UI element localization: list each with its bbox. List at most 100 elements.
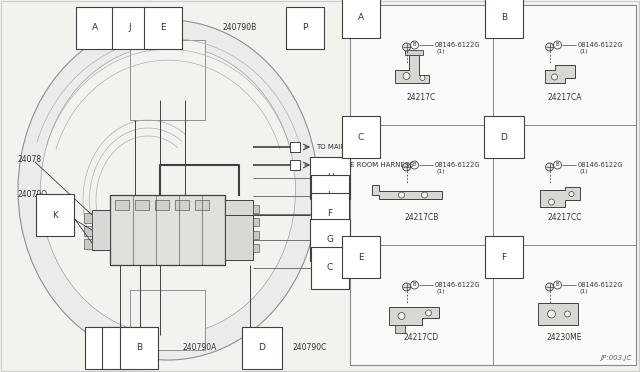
Text: (1): (1) xyxy=(436,289,445,295)
Bar xyxy=(110,195,225,265)
Polygon shape xyxy=(538,303,577,325)
Circle shape xyxy=(420,76,425,80)
Text: 240790A: 240790A xyxy=(183,343,217,353)
Bar xyxy=(253,231,259,239)
Text: N: N xyxy=(118,343,125,353)
Ellipse shape xyxy=(40,45,296,335)
Text: P: P xyxy=(302,23,308,32)
Bar xyxy=(84,239,92,249)
Text: (1): (1) xyxy=(436,170,445,174)
Polygon shape xyxy=(540,187,579,207)
Polygon shape xyxy=(394,325,404,333)
Text: 08146-6122G: 08146-6122G xyxy=(577,162,623,168)
Text: TO MAIN HARNESS: TO MAIN HARNESS xyxy=(316,144,381,150)
Polygon shape xyxy=(388,307,438,325)
Text: 08146-6122G: 08146-6122G xyxy=(577,42,623,48)
Text: 24078: 24078 xyxy=(18,155,42,164)
Text: 24217CA: 24217CA xyxy=(547,93,582,102)
Text: B: B xyxy=(413,42,416,48)
Circle shape xyxy=(410,41,419,49)
Text: 24217C: 24217C xyxy=(407,93,436,102)
Circle shape xyxy=(554,41,561,49)
Circle shape xyxy=(554,161,561,169)
Circle shape xyxy=(410,281,419,289)
Bar xyxy=(84,213,92,223)
FancyBboxPatch shape xyxy=(130,40,205,120)
Bar xyxy=(115,200,129,210)
Text: B: B xyxy=(413,282,416,288)
Text: F: F xyxy=(328,209,333,218)
Circle shape xyxy=(548,199,554,205)
Bar xyxy=(84,226,92,236)
Text: TO ENGINE ROOM HARNESS: TO ENGINE ROOM HARNESS xyxy=(316,162,413,168)
Circle shape xyxy=(399,192,404,198)
Circle shape xyxy=(545,43,554,51)
Text: G: G xyxy=(326,235,333,244)
Text: A: A xyxy=(358,13,364,22)
Text: J: J xyxy=(129,23,131,32)
Circle shape xyxy=(554,281,561,289)
Text: 24230ME: 24230ME xyxy=(547,333,582,341)
Text: B: B xyxy=(556,42,559,48)
Text: K: K xyxy=(52,211,58,219)
Text: 24079Q: 24079Q xyxy=(18,190,48,199)
Circle shape xyxy=(410,161,419,169)
Bar xyxy=(175,200,189,210)
Text: (1): (1) xyxy=(579,289,588,295)
Bar xyxy=(253,205,259,213)
Polygon shape xyxy=(394,55,429,83)
Polygon shape xyxy=(371,185,442,199)
Text: (1): (1) xyxy=(436,49,445,55)
Text: F: F xyxy=(501,253,507,262)
Ellipse shape xyxy=(18,20,318,360)
Bar xyxy=(350,5,636,365)
Text: D: D xyxy=(500,132,508,141)
Text: 08146-6122G: 08146-6122G xyxy=(577,282,623,288)
Text: B: B xyxy=(501,13,507,22)
Text: 24217CB: 24217CB xyxy=(404,212,438,221)
Text: 08146-6122G: 08146-6122G xyxy=(435,42,480,48)
Text: E: E xyxy=(160,23,166,32)
Text: D: D xyxy=(259,343,266,353)
Text: B: B xyxy=(556,163,559,167)
Circle shape xyxy=(426,310,431,316)
Text: M: M xyxy=(101,343,109,353)
Circle shape xyxy=(545,283,554,291)
Bar xyxy=(253,244,259,252)
FancyBboxPatch shape xyxy=(130,290,205,350)
Text: 240790C: 240790C xyxy=(293,343,327,353)
Circle shape xyxy=(545,163,554,171)
Bar xyxy=(225,200,253,260)
Text: H: H xyxy=(326,173,333,183)
Bar xyxy=(155,200,169,210)
Text: B: B xyxy=(136,343,142,353)
Circle shape xyxy=(403,43,410,51)
Polygon shape xyxy=(545,65,575,83)
Circle shape xyxy=(422,192,428,198)
Text: L: L xyxy=(328,192,333,201)
Text: (1): (1) xyxy=(579,49,588,55)
Circle shape xyxy=(552,74,557,80)
Bar xyxy=(135,200,149,210)
Circle shape xyxy=(564,311,570,317)
Circle shape xyxy=(398,312,405,320)
Circle shape xyxy=(547,310,556,318)
Text: 08146-6122G: 08146-6122G xyxy=(435,282,480,288)
Text: 240790B: 240790B xyxy=(223,23,257,32)
Text: C: C xyxy=(358,132,364,141)
Text: 24217CC: 24217CC xyxy=(547,212,582,221)
Text: JP:003.JC: JP:003.JC xyxy=(600,355,632,361)
Text: B: B xyxy=(413,163,416,167)
Text: 24217CD: 24217CD xyxy=(404,333,439,341)
Circle shape xyxy=(403,163,410,171)
Circle shape xyxy=(569,192,574,196)
Bar xyxy=(290,160,300,170)
Bar xyxy=(253,218,259,226)
Bar xyxy=(92,210,110,250)
Text: 08146-6122G: 08146-6122G xyxy=(435,162,480,168)
Bar xyxy=(290,142,300,152)
Bar xyxy=(195,200,209,210)
Text: B: B xyxy=(556,282,559,288)
Circle shape xyxy=(403,283,410,291)
Text: C: C xyxy=(327,263,333,273)
